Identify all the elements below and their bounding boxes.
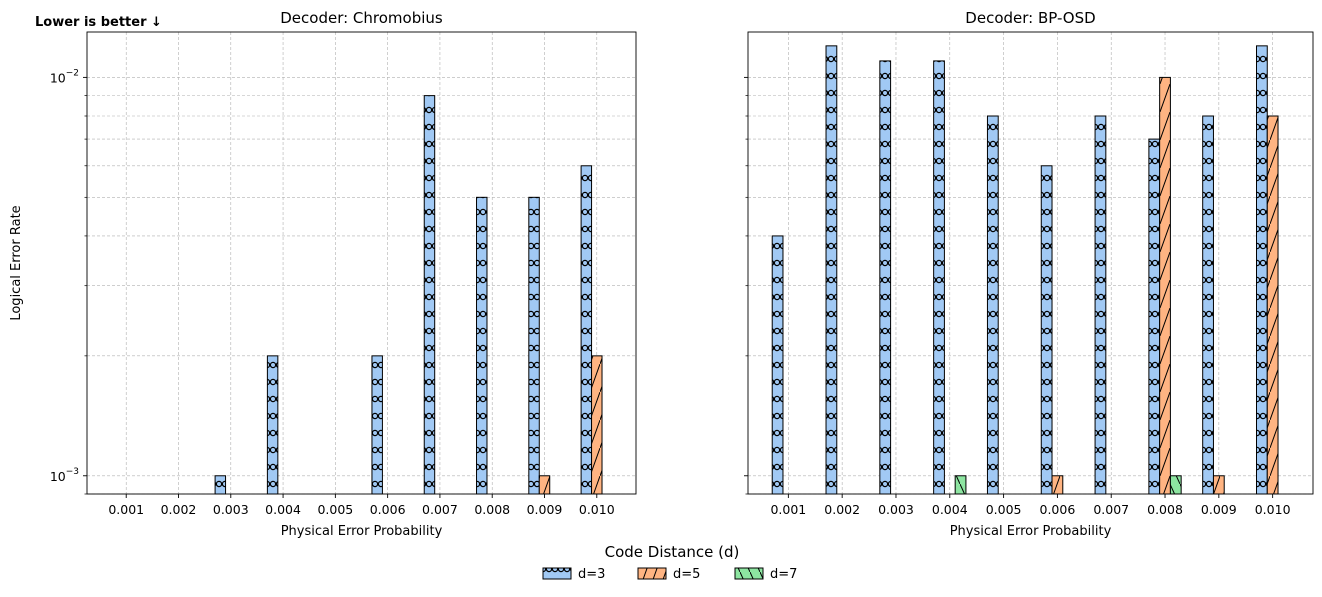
x-tick-label: 0.008 xyxy=(474,502,510,517)
bar-hatch-d=3 xyxy=(1256,45,1268,495)
x-axis-label: Physical Error Probability xyxy=(950,524,1112,539)
bar-hatch-d=3 xyxy=(580,165,593,495)
x-axis-label: Physical Error Probability xyxy=(281,524,443,539)
bar-hatch-d=3 xyxy=(371,355,383,495)
x-tick-label: 0.007 xyxy=(422,502,458,517)
x-tick-label: 0.004 xyxy=(932,502,968,517)
bar-hatch-d=7 xyxy=(954,475,967,495)
bar-hatch-d=3 xyxy=(879,60,892,495)
x-tick-label: 0.008 xyxy=(1147,502,1183,517)
x-tick-label: 0.006 xyxy=(1040,502,1076,517)
x-tick-label: 0.007 xyxy=(1093,502,1129,517)
x-tick-label: 0.001 xyxy=(770,502,806,517)
x-tick-label: 0.004 xyxy=(265,502,301,517)
axes-frame xyxy=(86,31,637,495)
x-tick-label: 0.002 xyxy=(161,502,197,517)
panel-title: Decoder: Chromobius xyxy=(280,9,443,27)
bar-hatch-d=3 xyxy=(933,60,945,495)
bar-hatch-d=7 xyxy=(1169,475,1182,495)
x-tick-label: 0.005 xyxy=(986,502,1022,517)
legend-swatch-hatch-d=5 xyxy=(637,567,667,580)
bar-hatch-d=5 xyxy=(538,475,551,495)
x-tick-label: 0.010 xyxy=(1255,502,1291,517)
panel-title: Decoder: BP-OSD xyxy=(965,9,1095,27)
y-tick-label: 10−3 xyxy=(50,467,79,484)
bar-hatch-d=3 xyxy=(528,196,540,495)
y-axis-label: Logical Error Rate xyxy=(9,205,24,320)
lower-is-better-annotation: Lower is better ↓ xyxy=(35,15,162,30)
bar-hatch-d=3 xyxy=(986,115,999,495)
x-tick-label: 0.003 xyxy=(878,502,914,517)
chromobius-panel: 0.001 0.002 0.003 0.004 0.005 0.006 0.007 0.008… xyxy=(9,9,637,539)
x-tick-label: 0.009 xyxy=(1201,502,1237,517)
bar-hatch-d=3 xyxy=(1148,138,1161,495)
bar-hatch-d=5 xyxy=(1212,475,1225,495)
legend: d=3 d=5 d=7 xyxy=(542,567,797,582)
legend-swatch-hatch-d=3 xyxy=(542,567,572,580)
bar-hatch-d=3 xyxy=(1040,165,1053,495)
bar-hatch-d=5 xyxy=(1266,115,1279,495)
x-tick-label: 0.003 xyxy=(213,502,249,517)
x-tick-label: 0.005 xyxy=(317,502,353,517)
bar-hatch-d=5 xyxy=(1051,475,1064,495)
x-tick-label: 0.006 xyxy=(370,502,406,517)
bar-hatch-d=3 xyxy=(1202,115,1214,495)
bar-hatch-d=5 xyxy=(1159,76,1171,495)
x-tick-label: 0.002 xyxy=(824,502,860,517)
x-tick-label: 0.010 xyxy=(579,502,615,517)
legend-label-d=5: d=5 xyxy=(673,567,700,582)
bar-hatch-d=3 xyxy=(266,355,279,495)
bar-hatch-d=3 xyxy=(771,235,784,495)
bar-hatch-d=3 xyxy=(825,45,838,495)
bar-hatch-d=3 xyxy=(1094,115,1107,495)
legend-swatch-hatch-d=7 xyxy=(734,567,764,580)
x-tick-label: 0.001 xyxy=(108,502,144,517)
bar-hatch-d=3 xyxy=(214,475,227,495)
legend-label-d=3: d=3 xyxy=(578,567,605,582)
bar-hatch-d=5 xyxy=(591,355,603,495)
legend-label-d=7: d=7 xyxy=(770,567,797,582)
bposd-panel: 0.001 0.002 0.003 0.004 0.005 0.006 0.007 0.008… xyxy=(744,9,1314,539)
bar-hatch-d=3 xyxy=(423,95,436,495)
legend-title: Code Distance (d) xyxy=(605,543,740,561)
x-tick-label: 0.009 xyxy=(527,502,563,517)
y-tick-label: 10−2 xyxy=(50,68,79,85)
axes-frame xyxy=(747,31,1314,495)
bar-hatch-d=3 xyxy=(476,196,488,495)
